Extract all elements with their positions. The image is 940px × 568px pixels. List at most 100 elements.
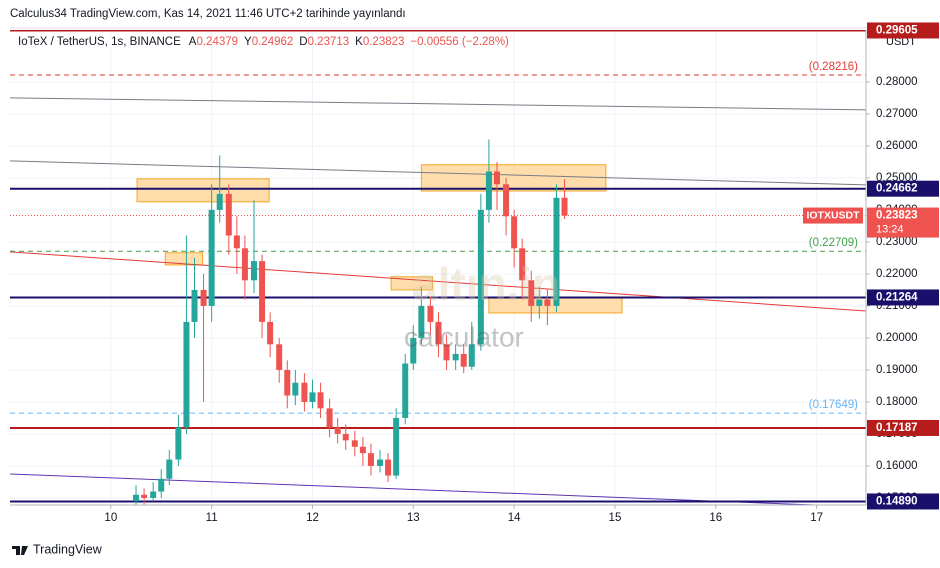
candle-body — [485, 171, 492, 210]
y-tick-label: 0.27000 — [876, 108, 918, 120]
watermark: altın.in calculator — [404, 258, 560, 352]
symbol-bg — [803, 207, 863, 224]
zone — [420, 164, 607, 192]
candle-body — [208, 209, 215, 306]
candle-body — [309, 392, 316, 402]
trend-line — [10, 160, 866, 186]
x-tick-label: 15 — [609, 512, 622, 524]
x-tick-label: 13 — [407, 512, 420, 524]
candle-body — [284, 369, 291, 396]
y-tick-label: 0.22000 — [876, 268, 918, 280]
price-label-bg — [867, 493, 939, 510]
candle-body — [200, 289, 207, 306]
candle-body — [292, 382, 299, 396]
candle-body — [377, 459, 384, 466]
trend-line — [10, 251, 866, 312]
candle-body — [225, 193, 232, 236]
price-line-label: (0.17649) — [809, 399, 858, 411]
change: −0.00556 (−2.28%) — [410, 36, 509, 48]
brand: TradingView — [33, 542, 103, 556]
current-price-label: 0.23823 — [876, 210, 918, 222]
price-label-bg — [867, 419, 939, 436]
price-label-bg — [867, 22, 939, 39]
ohlc-value: 0.24962 — [252, 36, 294, 48]
candle-body — [133, 494, 140, 502]
countdown: 13:24 — [876, 223, 904, 235]
price-label-bg — [867, 180, 939, 197]
ohlc-key: A — [189, 36, 197, 48]
candle-body — [301, 382, 308, 402]
candle-body — [317, 392, 324, 409]
ohlc-key: K — [355, 36, 363, 48]
y-tick-label: 0.18000 — [876, 396, 918, 408]
candle-body — [435, 321, 442, 345]
candle-body — [402, 363, 409, 418]
candle-body — [493, 171, 500, 185]
candle-body — [191, 289, 198, 322]
y-tick-label: 0.26000 — [876, 140, 918, 152]
price-label: 0.14890 — [876, 496, 918, 508]
ohlc-value: 0.24379 — [196, 36, 238, 48]
symbol: IoTeX / TetherUS, 1s, BINANCE — [18, 36, 181, 48]
ohlc-key: Y — [244, 36, 252, 48]
brand-logo — [12, 546, 28, 555]
candle-body — [276, 344, 283, 370]
candle-body — [259, 261, 266, 322]
zone — [136, 178, 270, 203]
candle-body — [561, 197, 568, 216]
candle-body — [528, 280, 535, 306]
price-line-label: (0.28216) — [809, 61, 858, 73]
candle-body — [158, 478, 165, 492]
x-tick-label: 11 — [206, 512, 218, 524]
candle-body — [418, 305, 425, 338]
candle-body — [175, 427, 182, 460]
x-tick-label: 10 — [104, 512, 117, 524]
x-tick-label: 16 — [709, 512, 722, 524]
candle-body — [468, 344, 475, 367]
current-price-bg — [867, 207, 939, 238]
candle-body — [150, 491, 157, 498]
candle-body — [410, 337, 417, 364]
price-label: 0.17187 — [876, 422, 918, 434]
candle-body — [553, 197, 560, 306]
trend-line — [10, 97, 866, 111]
ohlc-value: 0.23823 — [363, 36, 405, 48]
candle-body — [511, 216, 518, 249]
candle-body — [536, 299, 543, 306]
candle-body — [503, 184, 510, 217]
candle-body — [351, 440, 358, 447]
x-tick-label: 17 — [810, 512, 823, 524]
chart-title: Calculus34 TradingView.com, Kas 14, 2021… — [10, 8, 406, 20]
candle-body — [519, 248, 526, 281]
price-line-label: (0.22709) — [809, 237, 858, 249]
candle-body — [452, 353, 459, 361]
candle-body — [367, 453, 374, 466]
candle-body — [216, 193, 223, 210]
price-label-bg — [867, 289, 939, 306]
watermark-text: calculator — [404, 321, 524, 352]
watermark-logo: altın.in — [412, 258, 560, 310]
y-tick-label: 0.20000 — [876, 332, 918, 344]
candle-body — [477, 209, 484, 345]
candle-body — [359, 446, 366, 454]
currency-label: USDT — [886, 36, 916, 48]
x-tick-label: 12 — [306, 512, 319, 524]
symbol-legend: IoTeX / TetherUS, 1s, BINANCE A0.24379 Y0.… — [18, 36, 509, 48]
plot-area — [10, 30, 866, 505]
candle-body — [334, 427, 341, 434]
candle-body — [460, 353, 467, 367]
candle-body — [393, 417, 400, 476]
trend-line — [10, 473, 815, 505]
price-label: 0.29605 — [876, 25, 918, 37]
candle-body — [326, 408, 333, 428]
candle-body — [267, 321, 274, 345]
candle-body — [443, 344, 450, 361]
candle-body — [233, 235, 240, 249]
y-tick-label: 0.23000 — [876, 236, 918, 248]
ohlc-key: D — [299, 36, 307, 48]
candle-body — [342, 433, 349, 441]
candle-body — [544, 299, 551, 306]
x-tick-label: 14 — [508, 512, 521, 524]
y-tick-label: 0.28000 — [876, 76, 918, 88]
